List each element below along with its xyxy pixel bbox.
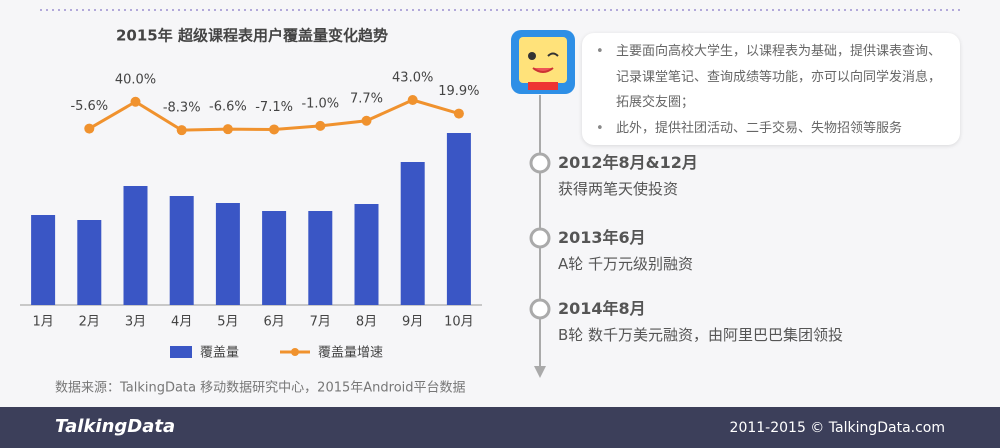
bar: [262, 211, 287, 305]
bar: [354, 204, 379, 305]
timeline-node: [529, 298, 551, 320]
line-marker: [315, 120, 326, 131]
x-tick-label: 1月: [32, 315, 53, 330]
bar: [169, 196, 194, 305]
data-label: 19.9%: [438, 84, 479, 99]
data-label: 40.0%: [115, 72, 156, 87]
source: 数据来源：TalkingData 移动数据研究中心，2015年Android平台…: [55, 381, 466, 396]
x-tick-label: 3月: [125, 315, 146, 330]
timeline-arrow: [534, 366, 546, 378]
timeline-item: 2012年8月&12月 获得两笔天使投资: [558, 152, 698, 200]
x-tick-label: 6月: [263, 315, 284, 330]
data-label: 43.0%: [392, 71, 433, 86]
x-tick-label: 2月: [79, 315, 100, 330]
bar: [308, 211, 333, 305]
timeline-item: 2014年8月 B轮 数千万美元融资，由阿里巴巴集团领投: [558, 298, 843, 346]
timeline-text: B轮 数千万美元融资，由阿里巴巴集团领投: [558, 326, 844, 344]
legend-swatch: [170, 346, 192, 358]
timeline-node: [529, 152, 551, 174]
data-label: 7.7%: [350, 91, 383, 106]
data-label: -6.6%: [209, 100, 247, 115]
copyright: 2011-2015 © TalkingData.com: [729, 420, 945, 436]
line-marker: [407, 95, 418, 105]
timeline-text: 获得两笔天使投资: [558, 180, 679, 198]
line-marker: [269, 124, 280, 135]
bar: [123, 186, 148, 305]
bar: [77, 220, 102, 305]
app-icon: [511, 30, 575, 94]
line-marker: [453, 108, 464, 119]
chart-title: 2015年 超级课程表用户覆盖量变化趋势: [116, 27, 388, 45]
timeline-date: 2013年6月: [558, 228, 646, 247]
data-label: -8.3%: [163, 101, 201, 116]
x-tick-label: 5月: [217, 315, 238, 330]
footer: TalkingData 2011-2015 © TalkingData.com: [0, 407, 1000, 448]
legend-label: 覆盖量: [200, 346, 239, 361]
x-tick-label: 7月: [310, 315, 331, 330]
timeline-node: [529, 227, 551, 249]
data-label: -1.0%: [301, 96, 339, 111]
x-tick-label: 4月: [171, 315, 192, 330]
bar: [31, 215, 56, 305]
logo: TalkingData: [55, 416, 176, 437]
timeline-date: 2012年8月&12月: [558, 153, 698, 172]
note: 主要面向高校大学生，以课程表为基础，提供课表查询、记录课堂笔记、查询成绩等功能，…: [596, 39, 950, 116]
bar: [400, 162, 425, 305]
timeline-item: 2013年6月 A轮 千万元级别融资: [558, 227, 693, 275]
legend-swatch: [291, 348, 299, 356]
x-tick-label: 9月: [402, 315, 423, 330]
note: 此外，提供社团活动、二手交易、失物招领等服务: [596, 116, 950, 142]
line-marker: [84, 123, 95, 134]
bar: [446, 133, 471, 305]
line-marker: [222, 124, 233, 135]
timeline-date: 2014年8月: [558, 299, 646, 318]
line-marker: [130, 96, 141, 107]
legend-label: 覆盖量增速: [318, 346, 383, 361]
line-marker: [361, 115, 372, 126]
x-tick-label: 10月: [444, 315, 474, 330]
data-label: -7.1%: [255, 100, 293, 115]
data-label: -5.6%: [70, 99, 108, 114]
chart: 2015年 超级课程表用户覆盖量变化趋势 数据来源：TalkingData 移动…: [20, 9, 962, 396]
line-marker: [176, 125, 187, 136]
timeline-text: A轮 千万元级别融资: [558, 255, 694, 273]
bar: [215, 203, 240, 305]
x-tick-label: 8月: [356, 315, 377, 330]
notes-box: 主要面向高校大学生，以课程表为基础，提供课表查询、记录课堂笔记、查询成绩等功能，…: [582, 33, 960, 145]
